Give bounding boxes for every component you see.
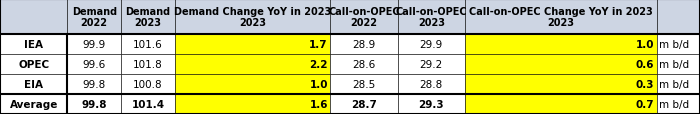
Text: OPEC: OPEC (18, 60, 49, 70)
Text: Call-on-OPEC Change YoY in 2023
2023: Call-on-OPEC Change YoY in 2023 2023 (469, 7, 652, 28)
Bar (330, 55, 398, 74)
Bar (0, 0, 67, 35)
Bar (465, 74, 657, 94)
Bar (330, 74, 398, 94)
Text: 0.3: 0.3 (636, 79, 654, 89)
Bar (67, 94, 121, 114)
Bar (121, 0, 175, 35)
Text: m b/d: m b/d (659, 40, 689, 50)
Text: 101.6: 101.6 (133, 40, 163, 50)
Text: Demand Change YoY in 2023
2023: Demand Change YoY in 2023 2023 (174, 7, 331, 28)
Text: 28.8: 28.8 (420, 79, 443, 89)
Bar (398, 74, 465, 94)
Text: m b/d: m b/d (659, 99, 689, 109)
Text: 29.9: 29.9 (420, 40, 443, 50)
Text: 28.5: 28.5 (352, 79, 376, 89)
Bar (67, 74, 121, 94)
Bar (121, 55, 175, 74)
Text: 28.7: 28.7 (351, 99, 377, 109)
Bar (657, 35, 700, 55)
Text: 99.9: 99.9 (83, 40, 106, 50)
Bar (121, 94, 175, 114)
Text: 101.8: 101.8 (133, 60, 163, 70)
Text: 99.6: 99.6 (83, 60, 106, 70)
Text: m b/d: m b/d (659, 79, 689, 89)
Text: Demand
2022: Demand 2022 (71, 7, 117, 28)
Bar (67, 55, 121, 74)
Text: 99.8: 99.8 (83, 79, 106, 89)
Text: 0.6: 0.6 (636, 60, 654, 70)
Bar (175, 94, 330, 114)
Bar (657, 74, 700, 94)
Bar (330, 35, 398, 55)
Bar (465, 94, 657, 114)
Bar (465, 0, 657, 35)
Text: Demand
2023: Demand 2023 (125, 7, 171, 28)
Text: 1.7: 1.7 (309, 40, 328, 50)
Text: m b/d: m b/d (659, 60, 689, 70)
Bar (175, 0, 330, 35)
Bar (657, 94, 700, 114)
Bar (398, 0, 465, 35)
Text: IEA: IEA (25, 40, 43, 50)
Text: 1.0: 1.0 (636, 40, 654, 50)
Text: 100.8: 100.8 (133, 79, 163, 89)
Bar (465, 35, 657, 55)
Text: EIA: EIA (25, 79, 43, 89)
Bar (657, 0, 700, 35)
Text: 1.0: 1.0 (309, 79, 328, 89)
Text: 28.9: 28.9 (352, 40, 376, 50)
Text: 101.4: 101.4 (132, 99, 164, 109)
Text: 29.2: 29.2 (420, 60, 443, 70)
Bar (121, 74, 175, 94)
Bar (398, 94, 465, 114)
Bar (175, 55, 330, 74)
Bar (175, 35, 330, 55)
Bar (121, 35, 175, 55)
Text: 99.8: 99.8 (81, 99, 107, 109)
Bar (330, 0, 398, 35)
Text: 28.6: 28.6 (352, 60, 376, 70)
Text: Call-on-OPEC
2022: Call-on-OPEC 2022 (328, 7, 400, 28)
Bar (657, 55, 700, 74)
Bar (465, 55, 657, 74)
Text: 2.2: 2.2 (309, 60, 328, 70)
Bar (398, 55, 465, 74)
Text: Call-on-OPEC
2023: Call-on-OPEC 2023 (395, 7, 467, 28)
Bar (0, 94, 67, 114)
Bar (0, 35, 67, 55)
Bar (0, 74, 67, 94)
Bar (175, 74, 330, 94)
Bar (330, 94, 398, 114)
Bar (0, 55, 67, 74)
Bar (67, 35, 121, 55)
Text: 0.7: 0.7 (636, 99, 654, 109)
Bar (67, 0, 121, 35)
Text: 1.6: 1.6 (309, 99, 328, 109)
Bar (398, 35, 465, 55)
Text: 29.3: 29.3 (419, 99, 444, 109)
Text: Average: Average (10, 99, 58, 109)
